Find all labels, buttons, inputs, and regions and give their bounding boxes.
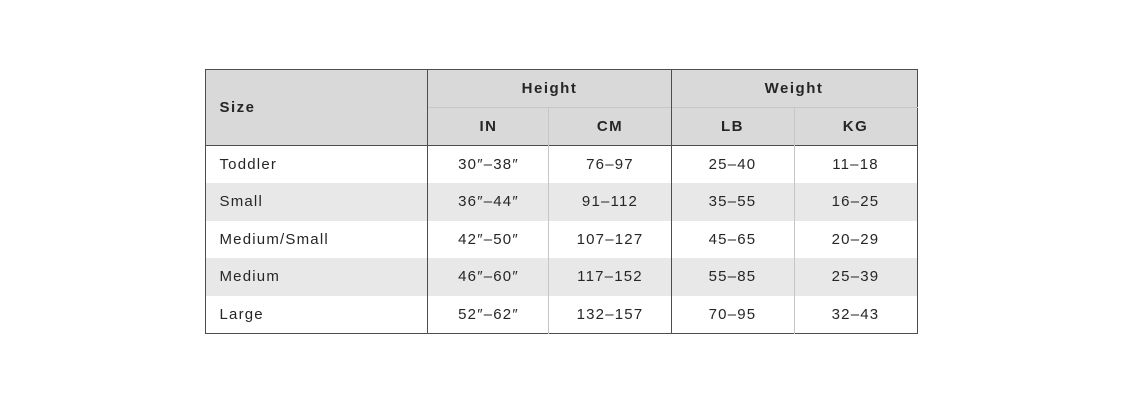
size-cell: Medium/Small (219, 230, 329, 248)
size-chart-body: Toddler 30″–38″ 76–97 25–40 11–18 Small … (205, 145, 917, 333)
height-in-cell: 46″–60″ (427, 258, 549, 296)
weight-kg-cell: 11–18 (793, 145, 917, 183)
table-row-medium-small: Medium/Small 42″–50″ 107–127 45–65 20–29 (206, 220, 917, 258)
height-cm-cell: 76–97 (548, 145, 671, 183)
col-header-lb: LB (670, 107, 794, 146)
weight-lb-cell: 70–95 (670, 295, 794, 333)
col-header-size: Size (205, 69, 428, 146)
weight-lb-cell: 45–65 (670, 220, 794, 258)
col-header-in: IN (427, 107, 549, 146)
size-cell: Medium (219, 268, 281, 286)
size-chart-table: Size Height Weight IN CM LB KG Toddler 3… (205, 69, 918, 334)
header-row-units: IN CM LB KG (206, 107, 917, 146)
height-in-cell: 30″–38″ (427, 145, 549, 183)
height-cm-cell: 132–157 (548, 295, 671, 333)
size-chart-header: Size Height Weight IN CM LB KG (205, 69, 917, 146)
height-in-cell: 52″–62″ (427, 295, 549, 333)
header-row-groups: Size Height Weight (205, 69, 917, 146)
weight-kg-cell: 25–39 (793, 258, 917, 296)
height-cm-cell: 107–127 (548, 220, 671, 258)
table-row-toddler: Toddler 30″–38″ 76–97 25–40 11–18 (206, 145, 917, 183)
height-in-cell: 42″–50″ (427, 220, 549, 258)
weight-kg-cell: 20–29 (793, 220, 917, 258)
size-chart-container: Size Height Weight IN CM LB KG Toddler 3… (205, 69, 918, 334)
weight-lb-cell: 55–85 (670, 258, 794, 296)
weight-kg-cell: 32–43 (793, 295, 917, 333)
table-row-medium: Medium 46″–60″ 117–152 55–85 25–39 (205, 258, 917, 296)
height-cm-cell: 117–152 (548, 258, 671, 296)
weight-lb-cell: 25–40 (670, 145, 794, 183)
height-cm-cell: 91–112 (548, 183, 671, 221)
height-in-cell: 36″–44″ (427, 183, 549, 221)
col-header-cm: CM (548, 107, 671, 146)
weight-lb-cell: 35–55 (670, 183, 794, 221)
size-cell: Toddler (219, 156, 278, 173)
col-group-height: Height (427, 69, 671, 108)
col-group-weight: Weight (670, 69, 917, 108)
size-cell: Large (219, 305, 264, 323)
size-cell: Small (219, 193, 263, 211)
table-row-large: Large 52″–62″ 132–157 70–95 32–43 (206, 295, 917, 333)
table-row-small: Small 36″–44″ 91–112 35–55 16–25 (205, 183, 917, 221)
weight-kg-cell: 16–25 (793, 183, 917, 221)
col-header-kg: KG (793, 107, 917, 146)
